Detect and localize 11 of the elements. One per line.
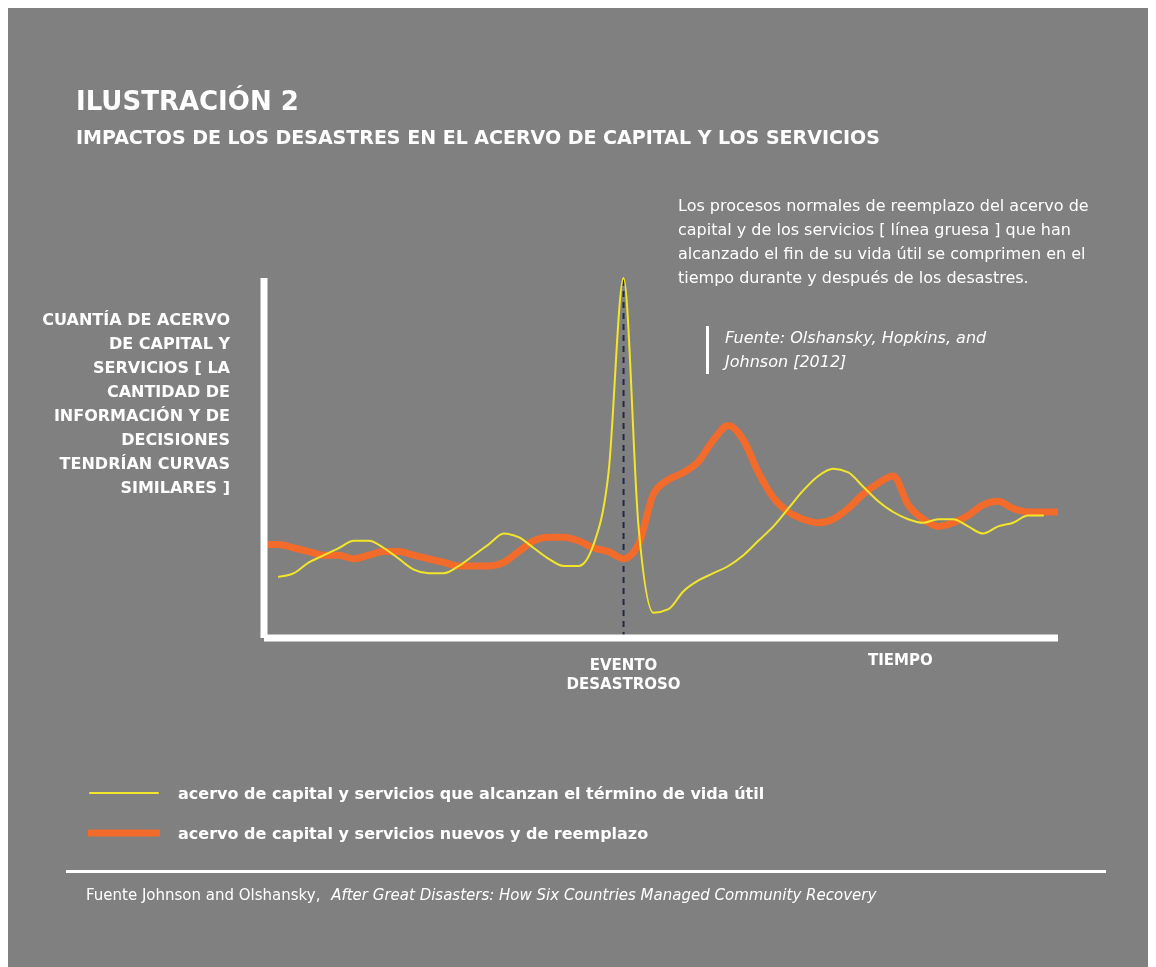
annotation: Fuente: Olshansky, Hopkins, and Johnson [2012] [706, 326, 995, 374]
y-axis-title: CUANTÍA DE ACERVO DE CAPITAL Y SERVICIOS [ LA CANTIDAD DE INFORMACIÓN Y DE DECISIONES TENDRÍAN CURVAS SIMILARES ] [41, 309, 230, 499]
legend-label: acervo de capital y servicios nuevos y de reemplazo [178, 823, 649, 843]
chart-title: ILUSTRACIÓN 2 [76, 86, 299, 116]
text: EVENTO DESASTROSO [566, 656, 681, 693]
legend-label: acervo de capital y servicios que alcanzan el término de vida útil [178, 783, 765, 803]
x-axis-title: TIEMPO [868, 651, 933, 669]
chart-subtitle: IMPACTOS DE LOS DESASTRES EN EL ACERVO DE CAPITAL Y LOS SERVICIOS [76, 126, 880, 148]
annotation: Los procesos normales de reemplazo del acervo de capital y de los servicios [ línea gruesa ] que han alcanzado el fin de su vida útil se comprimen en el tiempo durante y después de los desastres. [678, 195, 1090, 289]
source-note: Fuente Johnson and Olshansky, [86, 886, 321, 904]
text: After Great Disasters: How Six Countries Managed Community Recovery [331, 886, 877, 904]
